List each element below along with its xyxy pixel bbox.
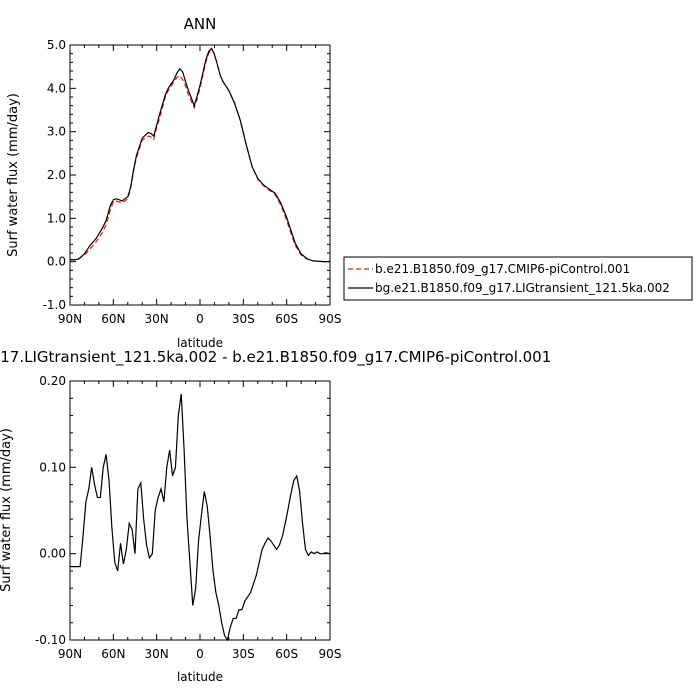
top-y-axis-label: Surf water flux (mm/day): [6, 93, 21, 257]
y-tick-label: 0.10: [39, 460, 66, 474]
y-tick-label: -0.10: [35, 633, 66, 647]
x-tick-label: 90S: [319, 312, 342, 326]
bottom-panel: bg.e21.B1850.f09_g17.LIGtransient_121.5k…: [0, 348, 551, 684]
top-data-lines: [70, 47, 330, 263]
top-panel-title: ANN: [184, 15, 217, 33]
y-tick-label: 0.0: [47, 255, 66, 269]
series-line-0: [70, 393, 331, 642]
legend: b.e21.B1850.f09_g17.CMIP6-piControl.001 …: [343, 256, 693, 301]
legend-label-ligtransient: bg.e21.B1850.f09_g17.LIGtransient_121.5k…: [375, 281, 670, 295]
y-tick-label: 5.0: [47, 38, 66, 52]
x-tick-label: 90N: [58, 312, 82, 326]
series-line-1: [70, 47, 330, 263]
x-tick-label: 30N: [145, 312, 169, 326]
y-tick-label: -1.0: [43, 298, 66, 312]
x-tick-label: 90S: [319, 647, 342, 661]
y-tick-label: 3.0: [47, 125, 66, 139]
legend-box: [343, 256, 693, 301]
bottom-y-axis-label: Surf water flux (mm/day): [0, 428, 14, 592]
top-x-axis-label: latitude: [177, 336, 223, 350]
x-tick-label: 30S: [232, 312, 255, 326]
x-tick-label: 30N: [145, 647, 169, 661]
x-tick-label: 60N: [101, 647, 125, 661]
legend-label-control: b.e21.B1850.f09_g17.CMIP6-piControl.001: [375, 262, 630, 276]
x-tick-label: 60S: [275, 312, 298, 326]
bottom-plot-frame: [69, 380, 331, 641]
top-plot-frame: [69, 44, 331, 306]
y-tick-label: 4.0: [47, 81, 66, 95]
y-tick-label: 0.20: [39, 374, 66, 388]
y-tick-label: 0.00: [39, 547, 66, 561]
x-tick-label: 60S: [275, 647, 298, 661]
top-axis-ticks: 90N 60N 30N 0 30S 60S 90S -1.0 0.0 1.0 2.0 3.0 4.0 5.…: [43, 38, 342, 326]
bottom-data-lines: [70, 393, 331, 642]
x-tick-label: 90N: [58, 647, 82, 661]
x-tick-label: 60N: [101, 312, 125, 326]
x-tick-label: 0: [196, 647, 204, 661]
x-tick-label: 30S: [232, 647, 255, 661]
top-panel: ANN Surf water flux (mm/day) latitude 90…: [6, 15, 341, 350]
x-tick-label: 0: [196, 312, 204, 326]
bottom-axis-ticks: 90N 60N 30N 0 30S 60S 90S -0.10 0.00 0.10 0.20: [35, 374, 342, 661]
bottom-x-axis-label: latitude: [177, 670, 223, 684]
bottom-panel-title: bg.e21.B1850.f09_g17.LIGtransient_121.5k…: [0, 348, 551, 367]
y-tick-label: 1.0: [47, 211, 66, 225]
y-tick-label: 2.0: [47, 168, 66, 182]
series-line-dashed-0: [70, 48, 330, 263]
